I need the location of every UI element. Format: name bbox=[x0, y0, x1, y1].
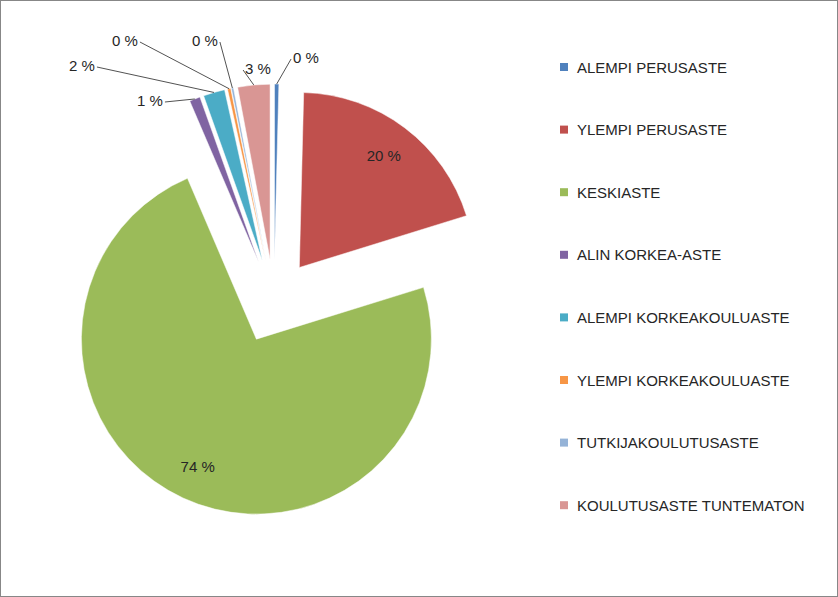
legend-swatch bbox=[560, 439, 568, 447]
chart-container: 0 % 20 % 74 % 1 % 2 % 0 % 0 % 3 % ALEMPI PERUSAS… bbox=[0, 0, 838, 597]
pie-slice bbox=[81, 178, 431, 514]
leader-line bbox=[165, 99, 195, 102]
data-label: 1 % bbox=[137, 92, 163, 109]
legend-label: ALEMPI KORKEAKOULUASTE bbox=[577, 309, 790, 326]
slices bbox=[81, 84, 466, 514]
data-labels: 0 % 20 % 74 % 1 % 2 % 0 % 0 % 3 % bbox=[69, 32, 401, 475]
legend-swatch bbox=[560, 251, 568, 259]
data-label: 0 % bbox=[112, 32, 138, 49]
legend-label: ALIN KORKEA-ASTE bbox=[577, 246, 721, 263]
leader-line bbox=[277, 59, 291, 84]
legend-swatch bbox=[560, 126, 568, 134]
data-label: 74 % bbox=[181, 458, 215, 475]
legend-label: KOULUTUSASTE TUNTEMATON bbox=[577, 497, 805, 514]
data-label: 3 % bbox=[245, 60, 271, 77]
chart-svg: 0 % 20 % 74 % 1 % 2 % 0 % 0 % 3 % ALEMPI PERUSAS… bbox=[0, 0, 838, 597]
pie-slice bbox=[238, 84, 271, 259]
legend: ALEMPI PERUSASTE YLEMPI PERUSASTE KESKIAST… bbox=[560, 59, 805, 514]
data-label: 0 % bbox=[293, 49, 319, 66]
legend-swatch bbox=[560, 63, 568, 71]
leader-line bbox=[243, 70, 254, 85]
leader-line bbox=[220, 42, 232, 88]
data-label: 0 % bbox=[192, 32, 218, 49]
legend-swatch bbox=[560, 188, 568, 196]
data-label: 20 % bbox=[367, 147, 401, 164]
data-label: 2 % bbox=[69, 57, 95, 74]
legend-label: KESKIASTE bbox=[577, 184, 660, 201]
legend-swatch bbox=[560, 313, 568, 321]
legend-label: TUTKIJAKOULUTUSASTE bbox=[577, 434, 759, 451]
legend-label: YLEMPI PERUSASTE bbox=[577, 121, 727, 138]
legend-label: ALEMPI PERUSASTE bbox=[577, 59, 727, 76]
legend-swatch bbox=[560, 501, 568, 509]
leader-line bbox=[97, 67, 214, 92]
chart-frame bbox=[1, 1, 838, 597]
pie-slice bbox=[299, 93, 466, 268]
legend-swatch bbox=[560, 376, 568, 384]
leader-line bbox=[140, 42, 229, 89]
pie-slice bbox=[275, 84, 279, 259]
legend-label: YLEMPI KORKEAKOULUASTE bbox=[577, 372, 790, 389]
